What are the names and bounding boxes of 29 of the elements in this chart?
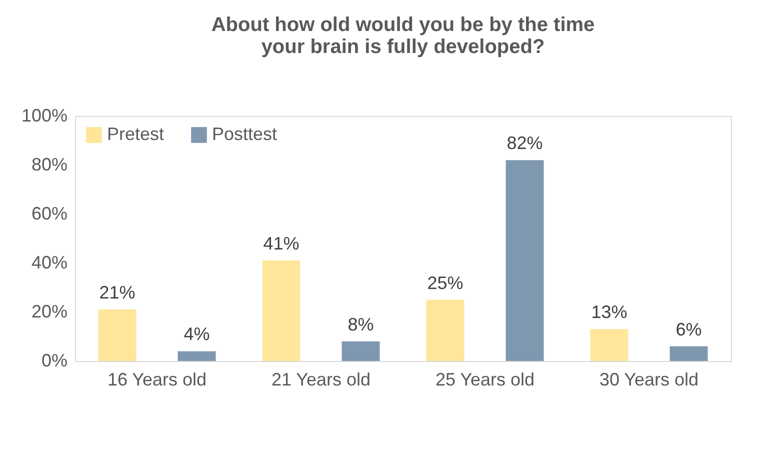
chart-title: About how old would you be by the time your brain is fully developed? — [211, 14, 595, 58]
data-label: 4% — [184, 324, 210, 344]
y-tick-label: 60% — [31, 204, 68, 224]
x-tick-label: 16 Years old — [107, 370, 207, 390]
y-tick-label: 80% — [31, 154, 68, 174]
data-label: 6% — [676, 319, 702, 340]
bar — [670, 346, 708, 361]
bar — [262, 260, 300, 361]
bar — [426, 300, 464, 361]
data-label: 21% — [99, 282, 136, 303]
bar — [506, 160, 544, 361]
bar — [342, 341, 380, 361]
y-tick-label: 40% — [31, 252, 68, 272]
x-tick-label: 30 Years old — [599, 370, 699, 390]
data-label: 8% — [348, 314, 374, 334]
legend-label: Pretest — [107, 124, 164, 144]
data-label: 41% — [263, 234, 300, 254]
y-tick-label: 0% — [41, 350, 68, 370]
bar — [590, 329, 628, 361]
y-tick-label: 20% — [31, 302, 68, 322]
data-label: 13% — [591, 302, 628, 322]
legend-label: Posttest — [212, 124, 278, 144]
data-label: 82% — [506, 133, 543, 154]
data-label: 25% — [427, 272, 464, 293]
bar — [98, 310, 136, 361]
x-tick-label: 21 Years old — [271, 370, 371, 390]
y-tick-label: 100% — [21, 106, 68, 126]
x-tick-label: 25 Years old — [435, 370, 535, 390]
bar — [178, 351, 216, 361]
